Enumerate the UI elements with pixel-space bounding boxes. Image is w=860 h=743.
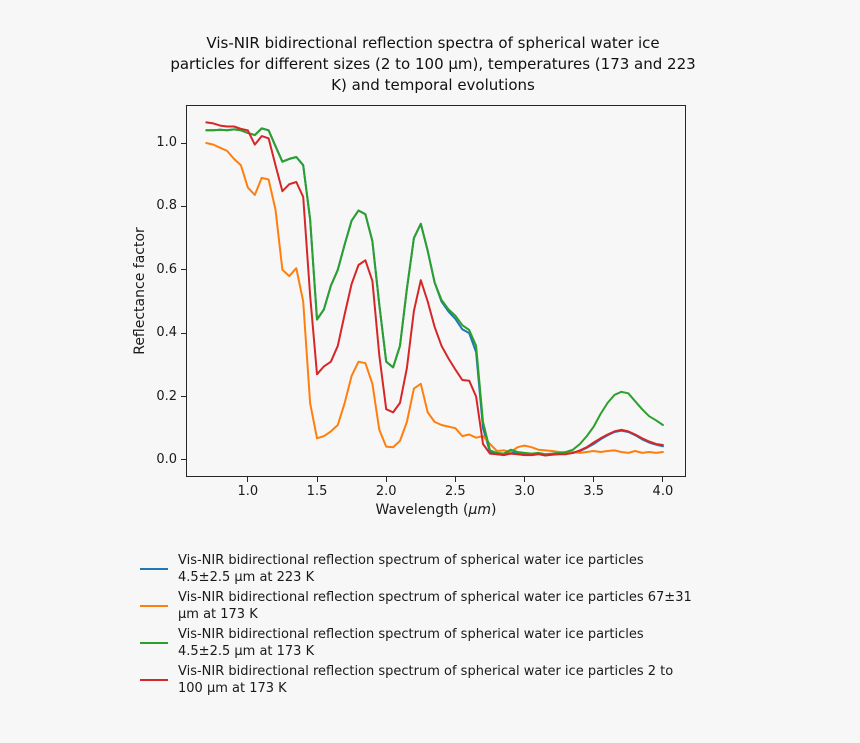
legend: Vis-NIR bidirectional reflection spectru… [140,552,760,700]
legend-label-line: 4.5±2.5 μm at 223 K [178,570,315,585]
x-tick-label: 2.0 [375,484,397,499]
y-tick-label: 0.0 [156,451,177,467]
chart-title-line-2: particles for different sizes (2 to 100 … [170,55,696,73]
y-tick [181,142,186,144]
y-tick-label: 0.4 [156,325,177,341]
x-axis-label: Wavelength (μm) [286,502,586,518]
legend-swatch-red [140,679,168,681]
y-tick-label: 0.6 [156,261,177,277]
x-tick [247,477,249,482]
x-axis-label-prefix: Wavelength ( [375,502,469,518]
legend-entry-173k-small: Vis-NIR bidirectional reflection spectru… [140,626,760,660]
y-tick [181,269,186,271]
legend-swatch-green [140,642,168,644]
legend-label-line: 4.5±2.5 μm at 173 K [178,644,315,659]
y-tick-label: 1.0 [156,135,177,151]
y-tick-label: 0.2 [156,388,177,404]
spectrum-line-2 [205,142,664,454]
spectrum-line-3 [205,127,664,456]
chart-title-line-3: K) and temporal evolutions [331,76,535,94]
y-tick-label: 0.8 [156,198,177,214]
x-tick-label: 1.5 [306,484,328,499]
spectrum-line-1 [205,127,664,456]
legend-label: Vis-NIR bidirectional reflection spectru… [178,589,692,623]
y-tick [181,205,186,207]
legend-swatch-blue [140,568,168,570]
legend-label-line: Vis-NIR bidirectional reflection spectru… [178,590,692,605]
legend-label: Vis-NIR bidirectional reflection spectru… [178,626,644,660]
x-tick-label: 1.0 [237,484,259,499]
x-tick [524,477,526,482]
legend-label: Vis-NIR bidirectional reflection spectru… [178,663,673,697]
y-axis-label: Reflectance factor [132,227,148,355]
y-tick [181,459,186,461]
chart-title: Vis-NIR bidirectional reflection spectra… [103,33,763,96]
x-axis-unit: μm [468,502,492,518]
x-tick [454,477,456,482]
chart-title-line-1: Vis-NIR bidirectional reflection spectra… [206,34,660,52]
legend-label-line: 100 μm at 173 K [178,681,287,696]
x-tick [385,477,387,482]
legend-label-line: μm at 173 K [178,607,258,622]
spectrum-line-4 [205,121,664,457]
legend-label-line: Vis-NIR bidirectional reflection spectru… [178,553,644,568]
x-tick-label: 4.0 [652,484,674,499]
x-tick-label: 2.5 [445,484,466,499]
x-tick [593,477,595,482]
y-tick [181,332,186,334]
spectra-plot-canvas [205,121,664,457]
legend-entry-173k-range: Vis-NIR bidirectional reflection spectru… [140,663,760,697]
legend-entry-223k-small: Vis-NIR bidirectional reflection spectru… [140,552,760,586]
y-tick [181,396,186,398]
x-tick-label: 3.5 [583,484,605,499]
x-axis-label-suffix: ) [491,502,497,518]
x-tick [662,477,664,482]
legend-label: Vis-NIR bidirectional reflection spectru… [178,552,644,586]
legend-label-line: Vis-NIR bidirectional reflection spectru… [178,627,644,642]
x-tick-label: 3.0 [514,484,535,499]
legend-entry-173k-large: Vis-NIR bidirectional reflection spectru… [140,589,760,623]
legend-swatch-orange [140,605,168,607]
x-tick [316,477,318,482]
legend-label-line: Vis-NIR bidirectional reflection spectru… [178,664,674,679]
plot-area [186,105,686,477]
